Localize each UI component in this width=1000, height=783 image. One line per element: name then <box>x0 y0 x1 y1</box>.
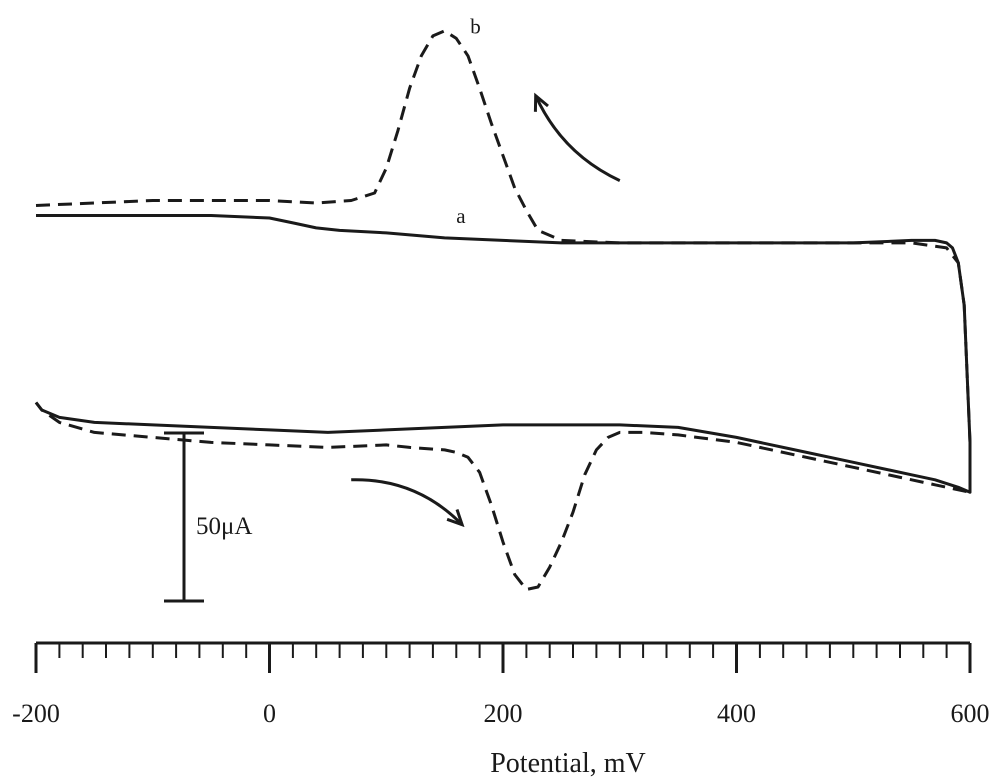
arrowhead-up-left <box>533 92 549 112</box>
arrows-group <box>351 92 621 528</box>
curve-b <box>34 29 972 591</box>
arrow-down-right <box>351 478 464 526</box>
x-axis-ticks <box>34 643 972 673</box>
x-axis-tick-labels: -200 0 200 400 600 <box>12 699 989 728</box>
x-tick-label: 0 <box>263 699 276 728</box>
curve-a <box>34 214 972 494</box>
x-tick-label: -200 <box>12 699 60 728</box>
arrowhead-down-right <box>446 509 465 528</box>
annotations-group: ab <box>456 14 481 228</box>
x-tick-label: 200 <box>484 699 523 728</box>
curve-label-a: a <box>456 204 466 228</box>
arrow-up-left <box>534 95 621 182</box>
current-scale-bar: 50μA <box>164 431 252 603</box>
curve-label-b: b <box>470 14 481 38</box>
x-tick-label: 600 <box>951 699 990 728</box>
scale-bar-label: 50μA <box>196 513 252 540</box>
x-axis: -200 0 200 400 600 <box>12 641 990 728</box>
curves-group <box>34 29 972 591</box>
x-axis-title: Potential, mV <box>490 748 646 779</box>
x-tick-label: 400 <box>717 699 756 728</box>
